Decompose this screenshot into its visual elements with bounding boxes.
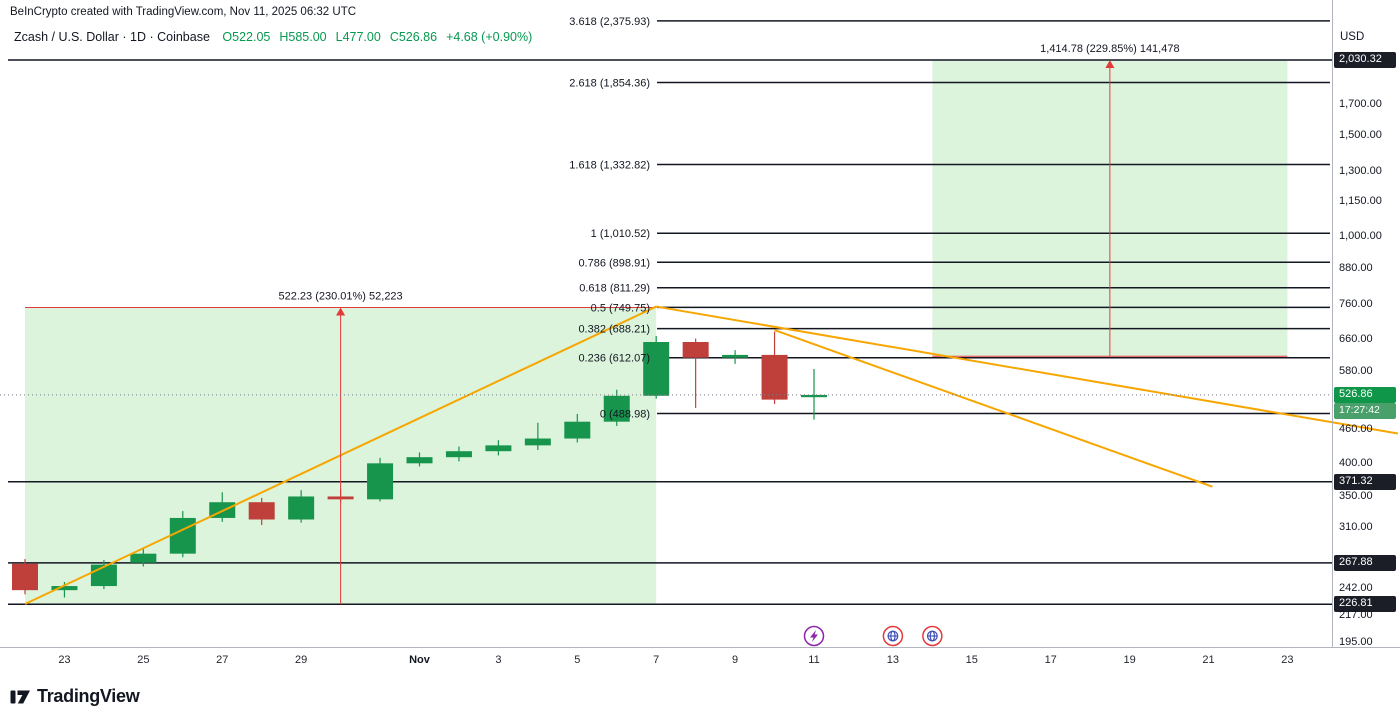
high-label: H [279,30,289,44]
time-tick: 13 [886,654,900,666]
price-range-label: 522.23 (230.01%) 52,223 [279,291,403,303]
fib-label: 0.618 (811.29) [579,283,650,295]
price-tick: 660.00 [1339,332,1373,345]
price-axis[interactable]: USD 2,030.32 1,700.00 1,500.00 1,300.00 1,15… [1332,0,1400,648]
time-tick: 7 [653,654,660,666]
time-tick: 5 [574,654,581,666]
time-tick: 23 [58,654,71,666]
candle-body [564,421,591,439]
price-line-badge: 371.32 [1334,473,1396,490]
price-tick: 350.00 [1339,490,1373,503]
candle-body [643,342,670,396]
price-tick: 242.00 [1339,582,1373,595]
price-tick: 880.00 [1339,261,1373,274]
candle-body [682,342,709,358]
price-line-badge: 226.81 [1334,596,1396,613]
price-tick: 580.00 [1339,365,1373,378]
candle-body [288,496,315,520]
currency-label: USD [1340,31,1365,43]
price-tick: 217.00 [1339,609,1373,622]
price-range-label: 1,414.78 (229.85%) 141,478 [1040,43,1179,55]
candle-body [722,354,749,358]
price-tick: 195.00 [1339,635,1373,648]
candle-body [169,517,196,554]
close-value: 526.86 [398,30,438,44]
candle-body [485,445,512,452]
low-label: L [335,30,343,44]
fib-label: 1 (1,010.52) [591,228,650,240]
fib-label: 0.786 (898.91) [578,257,650,269]
attribution-text: BeInCrypto created with TradingView.com,… [10,6,357,18]
lightning-event-icon[interactable] [803,625,825,647]
time-tick: 15 [965,654,978,666]
open-label: O [222,30,233,44]
candle-body [248,502,275,520]
range-arrow-head [336,307,346,316]
time-tick: 21 [1202,654,1215,666]
candle-body [406,457,433,464]
price-tick: 310.00 [1339,520,1373,533]
price-line-badge: 267.88 [1334,554,1396,571]
symbol-title[interactable]: Zcash / U.S. Dollar · 1D · Coinbase [14,30,210,44]
candle-body [445,451,472,458]
price-tick: 1,700.00 [1339,98,1382,111]
candle-body [801,394,827,398]
open-value: 522.05 [232,30,271,44]
time-tick: 25 [137,654,150,666]
candle-body [367,463,394,500]
ohlc-values: O522.05 H585.00 L477.00 C526.86 +4.68 (+0.90… [213,30,532,44]
candle-body [761,354,788,400]
fib-label: 0.236 (612.07) [578,353,650,365]
candle-body [51,586,78,591]
time-tick: 29 [295,654,308,666]
tradingview-logo-text: TradingView [37,686,140,706]
time-tick: 23 [1281,654,1294,666]
time-tick: Nov [409,654,430,666]
candle-body [524,438,551,446]
time-tick: 11 [808,654,820,666]
time-tick: 3 [495,654,502,666]
price-tick: 760.00 [1339,297,1373,310]
close-label: C [389,30,399,44]
candle-body [603,395,630,422]
price-tick: 400.00 [1339,457,1373,470]
fib-label: 0 (488.98) [600,408,650,420]
price-tick: 460.00 [1339,422,1373,435]
fib-label: 1.618 (1,332.82) [569,159,650,171]
time-tick: 19 [1123,654,1136,666]
globe-event-icon[interactable] [922,625,943,647]
time-axis[interactable]: 23 25 27 29 Nov 3 5 7 9 11 13 15 17 19 21 23 [0,648,1400,676]
range-arrow-head [1105,59,1115,68]
high-value: 585.00 [288,30,327,44]
price-tick: 1,300.00 [1339,164,1382,177]
last-price-badge: 526.86 [1334,386,1396,403]
fib-label: 0.5 (749.75) [591,302,650,314]
symbol-info-bar[interactable]: Zcash / U.S. Dollar · 1D · Coinbase O522… [14,30,532,44]
change-value: +4.68 (+0.90%) [446,30,533,44]
time-tick: 27 [216,654,229,666]
countdown-badge: 17:27:42 [1334,402,1396,419]
price-tick: 1,000.00 [1339,229,1382,242]
candle-body [130,553,157,563]
candle-body [12,563,38,591]
low-value: 477.00 [342,30,381,44]
tradingview-logo[interactable]: TradingView [10,686,140,707]
price-tick: 1,500.00 [1339,129,1382,142]
chart-plot[interactable]: 522.23 (230.01%) 52,223 1,414.78 (229.85%… [0,0,1400,648]
price-tick: 1,150.00 [1339,195,1382,208]
fib-label: 0.382 (688.21) [578,324,650,336]
tradingview-logo-icon [10,690,30,703]
trend-line[interactable] [774,329,1213,488]
time-tick: 17 [1044,654,1057,666]
time-tick: 9 [732,654,739,666]
fib-label: 2.618 (1,854.36) [569,77,650,89]
price-line-badge: 2,030.32 [1334,51,1396,68]
fib-label: 3.618 (2,375.93) [569,16,650,28]
globe-event-icon[interactable] [882,625,904,647]
trend-line[interactable] [656,305,1399,435]
